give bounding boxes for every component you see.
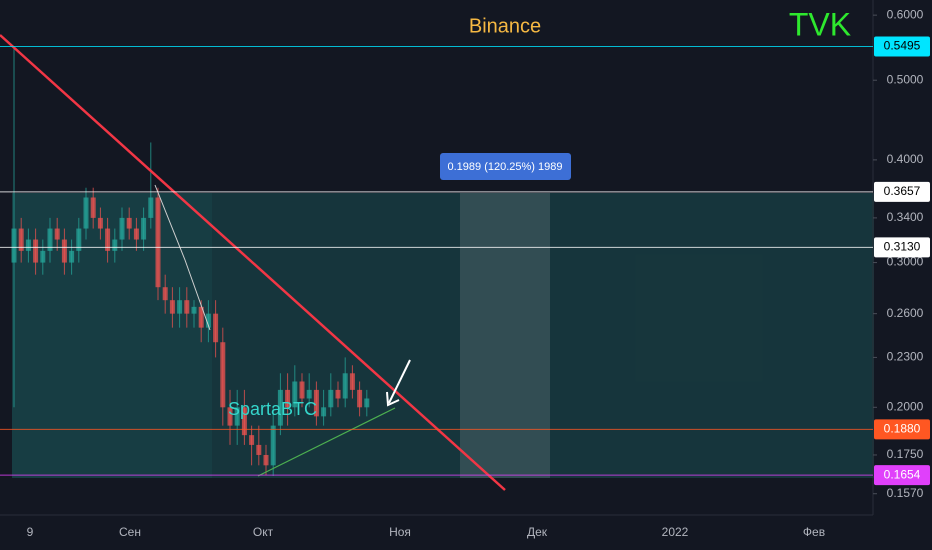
candle-body [33,239,39,263]
candle-body [40,250,46,263]
x-tick-label: 9 [27,525,34,539]
candle-body [321,407,327,417]
candle-body [18,228,24,251]
level-label: 0.1654 [884,467,921,481]
arrow-head [386,391,400,407]
candle-body [306,389,312,399]
candle-body [155,197,161,288]
y-tick-label: 0.5000 [887,72,924,86]
level-label: 0.5495 [884,39,921,53]
candle-body [97,217,103,229]
symbol: TVK [789,6,851,42]
candle-body [184,300,190,314]
level-badge [874,36,930,57]
candle-body [198,306,204,328]
y-tick-label: 0.3000 [887,255,924,269]
candle-body [270,425,276,466]
candle-body [220,342,226,408]
level-badge [874,465,930,486]
candle-body [133,228,139,240]
measure-box [440,153,571,180]
candle-body [169,300,175,314]
y-tick-label: 0.1750 [887,447,924,461]
watermark: SpartaBTC [228,399,317,419]
candle-body [364,398,370,408]
candle-body [277,389,283,426]
candle-body [11,228,17,263]
candle-body [191,306,197,314]
trend-line [0,34,506,491]
y-tick-label: 0.3400 [887,210,924,224]
candle-body [76,228,82,251]
candle-body [112,239,118,251]
y-tick-label: 0.2300 [887,350,924,364]
candle-body [357,389,363,408]
candle-body [335,389,341,399]
candle-body [227,407,233,426]
candle-body [349,373,355,390]
candle-body [148,197,154,218]
candle-body [162,287,168,301]
level-badge [874,419,930,440]
drawing [154,184,211,331]
candle-body [119,217,125,240]
x-tick-label: 2022 [662,525,689,539]
range-zone-left [12,193,212,478]
candle-body [263,454,269,466]
x-tick-label: Сен [119,525,141,539]
y-tick-label: 0.2000 [887,399,924,413]
candle-body [313,389,319,417]
level-label: 0.1880 [884,422,921,436]
candle-body [141,217,147,240]
level-label: 0.3657 [884,184,921,198]
candle-body [205,313,211,328]
candle-body [285,389,291,408]
candle-body [25,239,31,251]
level-badge [874,237,930,258]
candle-body [292,381,298,408]
candle-body [126,217,132,229]
x-tick-label: Дек [527,525,548,539]
y-tick-label: 0.6000 [887,7,924,21]
x-tick-label: Фев [803,525,825,539]
candle-body [47,228,53,251]
candle-body [299,381,305,399]
candle-body [61,239,67,263]
candle-body [328,389,334,408]
support-line [257,407,396,477]
y-tick-label: 0.4000 [887,152,924,166]
candle-body [241,407,247,436]
candle-body [54,228,60,240]
candle-body [105,228,111,251]
level-label: 0.3130 [884,240,921,254]
x-tick-label: Ноя [389,525,411,539]
measure-label: 0.1989 (120.25%) 1989 [448,161,563,173]
x-tick-label: Окт [253,525,274,539]
candle-body [69,250,75,263]
level-badge [874,181,930,202]
exchange-title: Binance [469,15,541,37]
arrow [388,359,411,404]
candle-body [177,300,183,314]
candle-body [83,197,89,229]
candle-body [256,444,262,455]
measure-band [460,193,550,478]
candle-body [249,435,255,445]
candle-body [342,373,348,399]
candle-body [234,407,240,426]
candle-body [90,197,96,218]
y-tick-label: 0.1570 [887,486,924,500]
candle-body [213,313,219,343]
y-tick-label: 0.2600 [887,306,924,320]
marks [11,46,370,476]
